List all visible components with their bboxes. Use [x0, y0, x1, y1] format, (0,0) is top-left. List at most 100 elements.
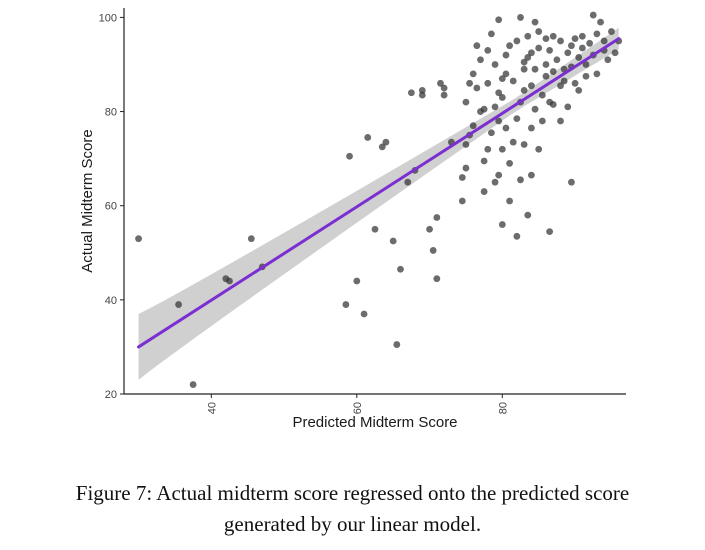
confidence-band	[138, 27, 619, 380]
data-point	[247, 235, 255, 243]
data-point	[542, 72, 550, 80]
data-point	[513, 232, 521, 240]
data-point	[506, 159, 513, 167]
data-point	[437, 79, 444, 87]
data-point	[480, 157, 488, 165]
data-point	[513, 115, 521, 123]
data-point	[589, 11, 597, 19]
data-point	[524, 54, 532, 61]
data-point	[578, 44, 586, 52]
data-point	[560, 77, 568, 85]
data-point	[549, 101, 557, 108]
data-point	[360, 310, 368, 318]
data-point	[353, 277, 361, 285]
data-point	[502, 70, 510, 78]
x-tick-label: 60	[352, 402, 364, 414]
data-point	[568, 178, 575, 186]
data-point	[382, 138, 390, 146]
data-point	[520, 141, 528, 148]
data-point	[491, 103, 499, 111]
data-point	[495, 16, 503, 24]
data-point	[517, 14, 524, 21]
data-point	[346, 152, 353, 160]
data-point	[531, 105, 539, 113]
data-point	[426, 225, 433, 233]
data-point	[575, 86, 583, 94]
data-point	[571, 79, 579, 87]
data-point	[491, 178, 499, 186]
data-point	[462, 98, 470, 106]
data-point	[509, 77, 517, 85]
data-point	[531, 18, 539, 26]
data-point	[418, 86, 426, 94]
data-point	[564, 103, 572, 111]
data-point	[462, 164, 470, 172]
data-point	[502, 51, 510, 59]
data-point	[524, 211, 532, 219]
data-point	[378, 143, 386, 151]
data-point	[557, 37, 564, 45]
regression-line	[137, 37, 621, 349]
data-point	[597, 18, 604, 26]
x-axis-title: Predicted Midterm Score	[292, 414, 457, 431]
data-point	[608, 28, 615, 35]
data-point	[491, 61, 499, 68]
y-tick-label: 80	[105, 107, 117, 119]
figure-caption: Figure 7: Actual midterm score regressed…	[0, 478, 705, 540]
data-point	[582, 72, 590, 80]
data-point	[433, 275, 441, 283]
data-point	[546, 46, 554, 54]
data-point	[568, 42, 575, 50]
data-point	[189, 381, 197, 388]
scatter-chart: 20 40 60 80 100 40 60 80 Predicted Midterm Scor…	[79, 8, 626, 431]
data-point	[593, 70, 601, 78]
data-point	[538, 117, 546, 125]
data-point	[538, 91, 546, 99]
data-point	[469, 70, 477, 78]
data-point	[404, 178, 412, 186]
data-point	[488, 129, 495, 137]
data-point	[600, 37, 608, 45]
data-point	[498, 94, 506, 101]
data-point	[509, 138, 517, 146]
data-point	[473, 42, 481, 50]
y-axis-title: Actual Midterm Score	[79, 129, 96, 272]
data-point	[557, 82, 564, 90]
data-point	[477, 56, 484, 64]
data-point	[571, 35, 579, 42]
data-point	[488, 30, 495, 38]
data-point	[495, 117, 503, 125]
data-point	[433, 214, 441, 221]
data-point	[611, 49, 619, 57]
data-point	[520, 65, 528, 73]
data-point	[480, 188, 488, 195]
data-point	[175, 301, 182, 308]
data-point	[506, 197, 513, 205]
data-point	[564, 49, 572, 57]
data-point	[586, 39, 594, 47]
data-point	[469, 122, 477, 130]
data-point	[593, 30, 601, 38]
data-point	[393, 341, 401, 348]
data-point	[498, 221, 506, 228]
data-point	[458, 197, 466, 205]
data-point	[542, 35, 550, 42]
data-point	[528, 82, 535, 90]
data-point	[582, 61, 590, 68]
data-point	[542, 61, 550, 68]
points-layer	[135, 11, 623, 388]
data-point	[506, 42, 513, 50]
ticks-layer: 20 40 60 80 100 40 60 80	[99, 12, 510, 414]
data-point	[520, 58, 528, 66]
data-point	[480, 105, 488, 113]
data-point	[520, 86, 528, 94]
data-point	[226, 277, 233, 285]
data-point	[498, 145, 506, 153]
data-point	[495, 89, 503, 97]
data-point	[135, 235, 142, 243]
data-point	[528, 49, 535, 57]
data-point	[429, 247, 437, 254]
data-point	[528, 171, 535, 179]
data-point	[473, 84, 481, 92]
data-point	[498, 75, 506, 83]
